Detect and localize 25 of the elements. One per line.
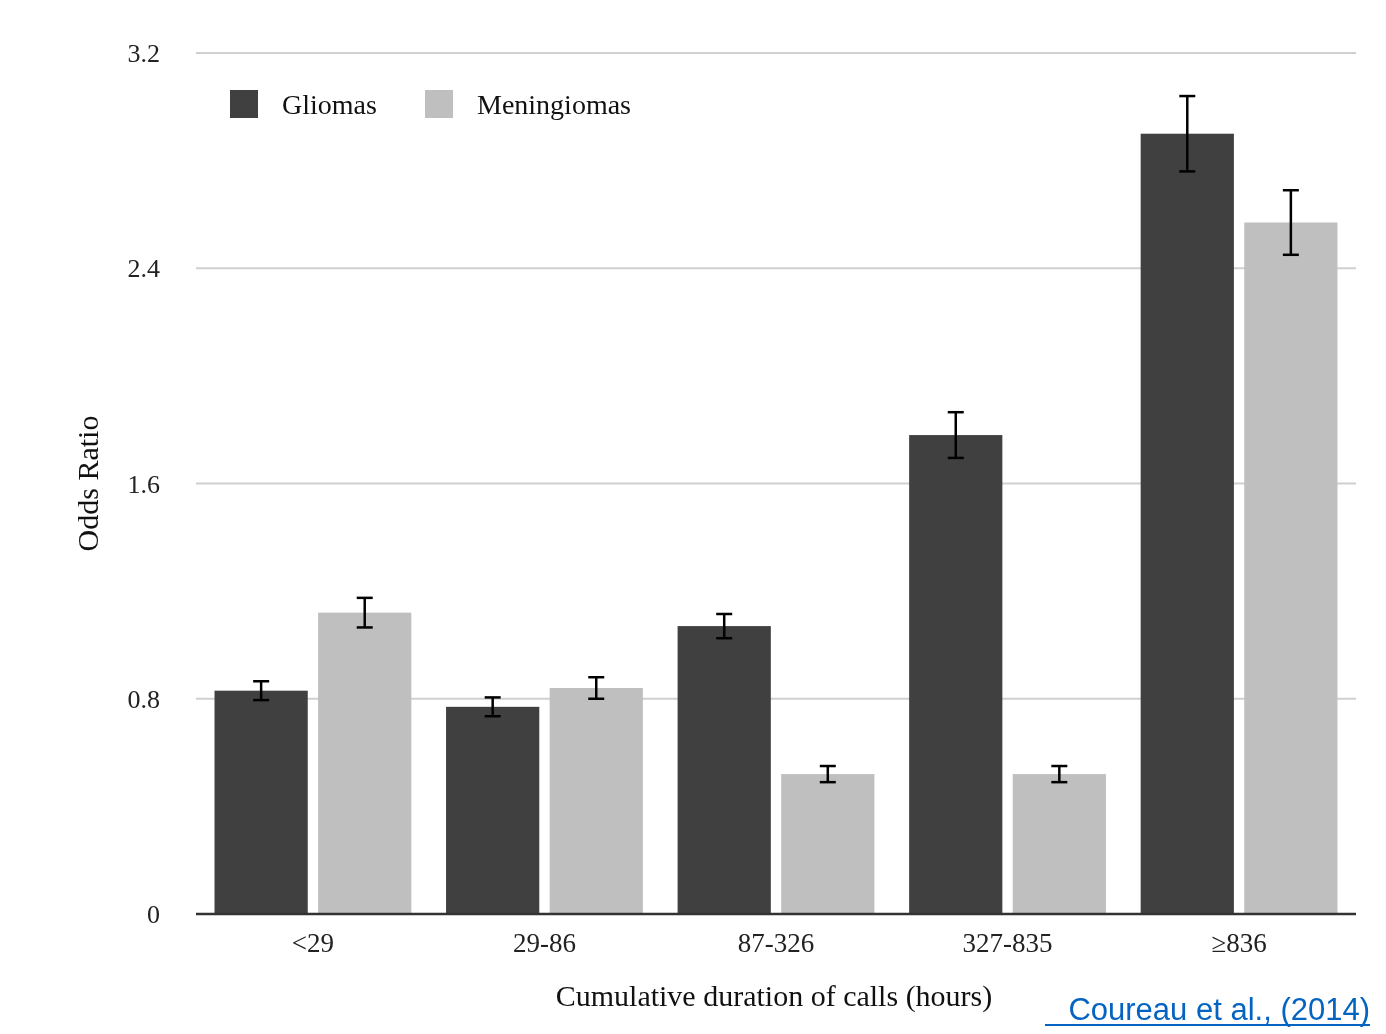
bar — [677, 626, 771, 914]
x-tick-label: <29 — [291, 928, 335, 958]
bar — [1140, 133, 1234, 914]
bar — [781, 774, 875, 914]
x-tick-label: ≥836 — [1211, 928, 1267, 958]
bar — [446, 706, 540, 914]
text: Coureau et al., (2014) — [1068, 992, 1370, 1027]
x-tick-label: 87-326 — [737, 928, 815, 958]
bar — [1244, 222, 1338, 914]
x-tick-label: 327-835 — [962, 928, 1053, 958]
y-tick-label: 0.8 — [127, 684, 160, 714]
y-tick-label: 3.2 — [127, 39, 160, 69]
bar — [909, 435, 1003, 914]
x-axis-title: Cumulative duration of calls (hours) — [555, 979, 993, 1013]
x-tick-label: 29-86 — [512, 928, 576, 958]
y-axis-title: Odds Ratio — [71, 415, 104, 552]
y-tick-label: 2.4 — [127, 254, 160, 284]
legend-label: Gliomas — [282, 88, 377, 120]
bar — [318, 612, 412, 914]
y-tick-label: 0 — [147, 900, 160, 930]
bar — [1012, 774, 1106, 914]
bar — [549, 687, 643, 914]
legend-label: Meningiomas — [477, 88, 631, 120]
bar — [214, 690, 308, 914]
y-tick-label: 1.6 — [127, 469, 160, 499]
